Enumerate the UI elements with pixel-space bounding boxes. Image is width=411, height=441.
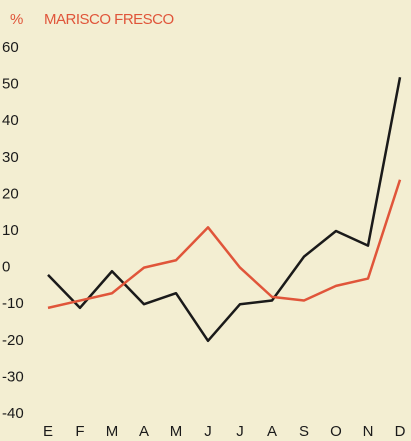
y-tick-label: 60 <box>2 39 19 56</box>
y-tick-label: -20 <box>2 332 24 349</box>
x-tick-label: S <box>299 423 309 440</box>
y-tick-label: 40 <box>2 112 19 129</box>
y-tick-label: 0 <box>2 259 10 276</box>
y-axis-label: % <box>10 11 23 28</box>
x-tick-label: J <box>236 423 244 440</box>
chart-title: MARISCO FRESCO <box>44 11 174 28</box>
x-tick-label: M <box>170 423 183 440</box>
y-tick-label: -10 <box>2 295 24 312</box>
x-tick-label: D <box>395 423 406 440</box>
x-tick-label: E <box>43 423 53 440</box>
line-series <box>47 179 402 310</box>
x-tick-label: F <box>75 423 84 440</box>
y-tick-label: -30 <box>2 368 24 385</box>
y-tick-label: 50 <box>2 76 19 93</box>
x-tick-label: A <box>139 423 149 440</box>
x-tick-label: N <box>363 423 374 440</box>
x-tick-label: M <box>106 423 119 440</box>
x-tick-label: O <box>330 423 342 440</box>
line-series <box>47 77 402 343</box>
y-tick-label: 20 <box>2 185 19 202</box>
y-tick-label: 10 <box>2 222 19 239</box>
y-tick-label: -40 <box>2 405 24 422</box>
x-tick-label: J <box>204 423 212 440</box>
x-tick-label: A <box>267 423 277 440</box>
y-tick-label: 30 <box>2 149 19 166</box>
